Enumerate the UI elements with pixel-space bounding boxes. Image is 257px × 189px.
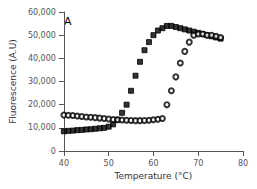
svg-text:40,000: 40,000	[28, 54, 56, 63]
svg-text:50: 50	[104, 159, 114, 168]
svg-text:60,000: 60,000	[28, 8, 56, 17]
svg-text:80: 80	[238, 159, 248, 168]
svg-text:10,000: 10,000	[28, 123, 56, 132]
svg-text:70: 70	[193, 159, 203, 168]
svg-text:40: 40	[59, 159, 69, 168]
svg-text:Temperature (°C): Temperature (°C)	[114, 171, 193, 181]
svg-text:30,000: 30,000	[28, 77, 56, 86]
svg-text:50,000: 50,000	[28, 31, 56, 40]
svg-text:Fluorescence (A.U): Fluorescence (A.U)	[8, 39, 18, 124]
svg-text:20,000: 20,000	[28, 100, 56, 109]
svg-text:0: 0	[51, 147, 56, 156]
svg-text:A: A	[64, 15, 72, 28]
svg-text:60: 60	[148, 159, 158, 168]
